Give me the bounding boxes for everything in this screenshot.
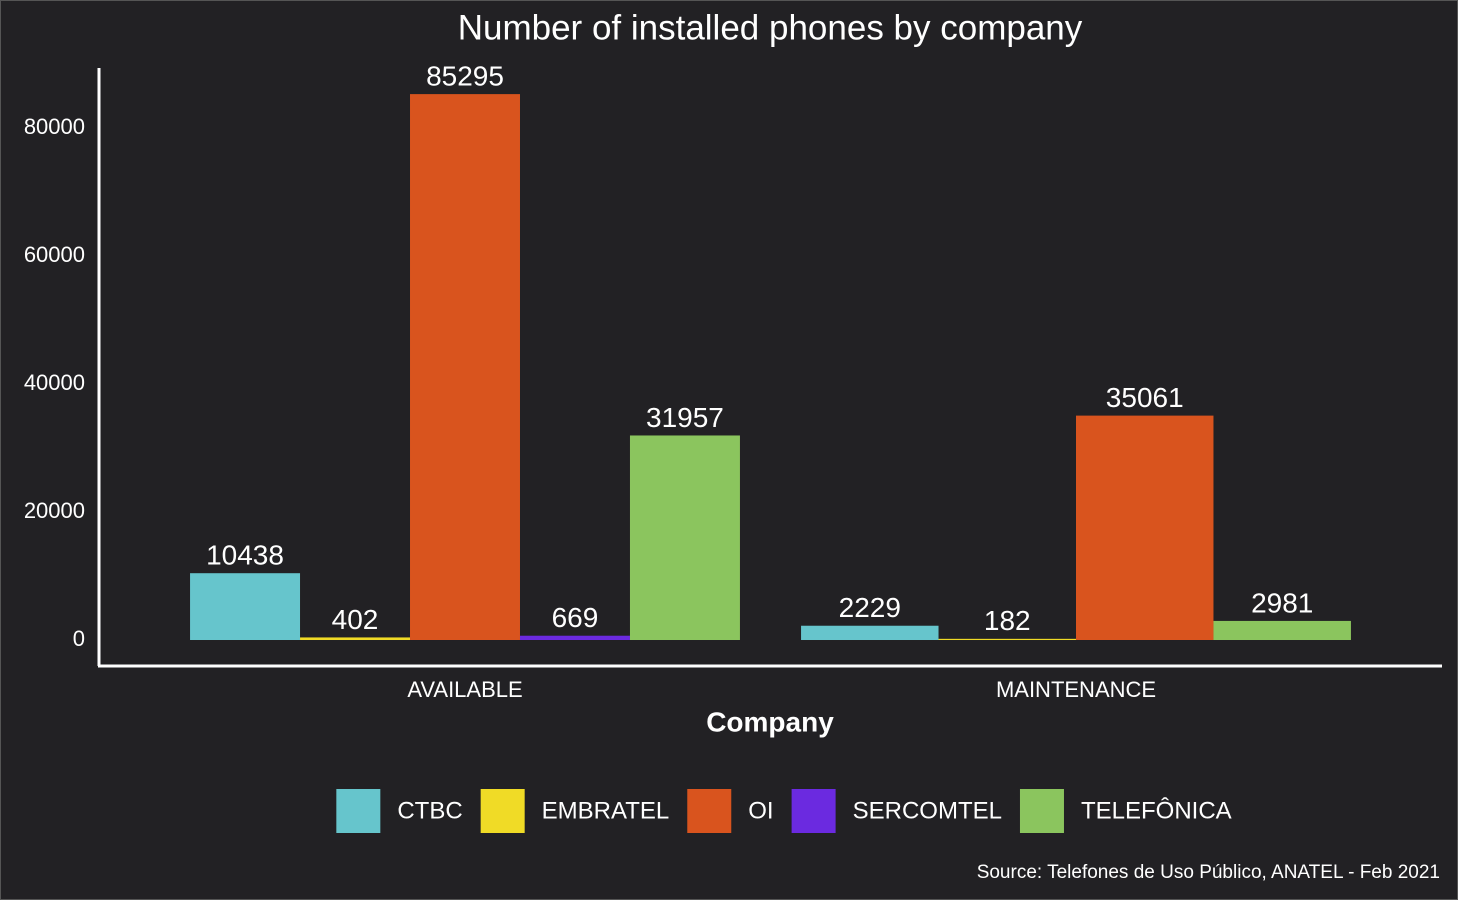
data-label: 2981 [1251,587,1313,618]
data-label: 182 [984,605,1031,636]
data-label: 669 [552,602,599,633]
legend-swatch [791,789,836,833]
data-label: 402 [332,604,379,635]
legend-swatch [336,789,381,833]
bar [629,435,740,641]
data-label: 10438 [206,540,284,571]
bar [1213,620,1351,641]
legend-swatch [480,789,525,833]
bar [190,573,301,641]
legend-label: CTBC [397,797,462,824]
legend-label: TELEFÔNICA [1081,796,1232,824]
legend-label: OI [748,797,773,824]
bar [410,94,520,641]
data-label: 2229 [839,592,901,623]
legend-label: EMBRATEL [542,797,670,824]
x-tick-label: MAINTENANCE [996,677,1156,702]
x-tick-label: AVAILABLE [407,677,522,702]
bar [1076,415,1214,641]
y-tick-label: 40000 [24,370,85,395]
legend-label: SERCOMTEL [853,797,1002,824]
legend-swatch [687,789,732,833]
y-tick-label: 0 [73,626,85,651]
bar [938,638,1076,641]
x-axis-title: Company [706,706,834,737]
y-tick-label: 60000 [24,242,85,267]
bar [300,637,411,641]
y-tick-label: 20000 [24,498,85,523]
data-label: 85295 [426,61,504,92]
bar [801,625,939,641]
chart-title: Number of installed phones by company [458,8,1083,47]
data-label: 35061 [1106,382,1184,413]
y-tick-label: 80000 [24,114,85,139]
legend-swatch [1019,789,1064,833]
bar [519,635,630,641]
data-label: 31957 [646,402,724,433]
source: Source: Telefones de Uso Público, ANATEL… [977,862,1440,883]
